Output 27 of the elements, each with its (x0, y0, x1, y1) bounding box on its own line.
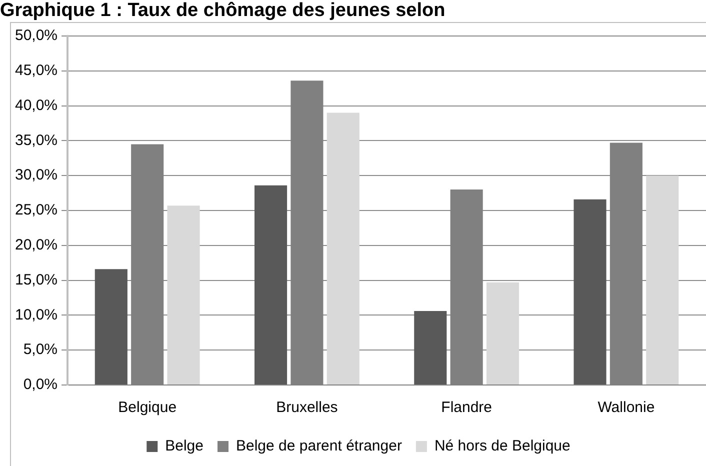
y-tick-label: 50,0% (14, 27, 58, 44)
bar (167, 206, 200, 384)
bar (94, 269, 128, 384)
y-tick-label: 30,0% (14, 166, 58, 184)
y-tick-label: 40,0% (14, 96, 58, 114)
y-tick-label: 0,0% (23, 376, 58, 394)
y-tick-label: 45,0% (14, 62, 58, 80)
y-tick-label: 5,0% (23, 341, 58, 358)
x-tick-label: Bruxelles (276, 399, 338, 416)
y-tick-label: 20,0% (14, 236, 58, 254)
legend-label: Belge (165, 438, 204, 455)
chart-title: Graphique 1 : Taux de chômage des jeunes selon (0, 0, 446, 22)
y-tick-label: 35,0% (14, 132, 58, 149)
bar (326, 112, 360, 384)
y-tick-label: 15,0% (14, 271, 58, 288)
bar (574, 199, 606, 384)
x-tick-label: Belgique (118, 399, 177, 416)
x-tick-label: Flandre (441, 399, 492, 416)
bar (414, 311, 447, 384)
bar (486, 282, 520, 384)
legend-label: Né hors de Belgique (434, 438, 570, 455)
y-tick-label: 10,0% (14, 306, 58, 324)
y-tick-label: 25,0% (14, 202, 58, 219)
x-tick-label: Wallonie (598, 399, 655, 416)
legend-label: Belge de parent étranger (236, 438, 402, 455)
bar (254, 185, 288, 384)
bar (646, 176, 679, 384)
